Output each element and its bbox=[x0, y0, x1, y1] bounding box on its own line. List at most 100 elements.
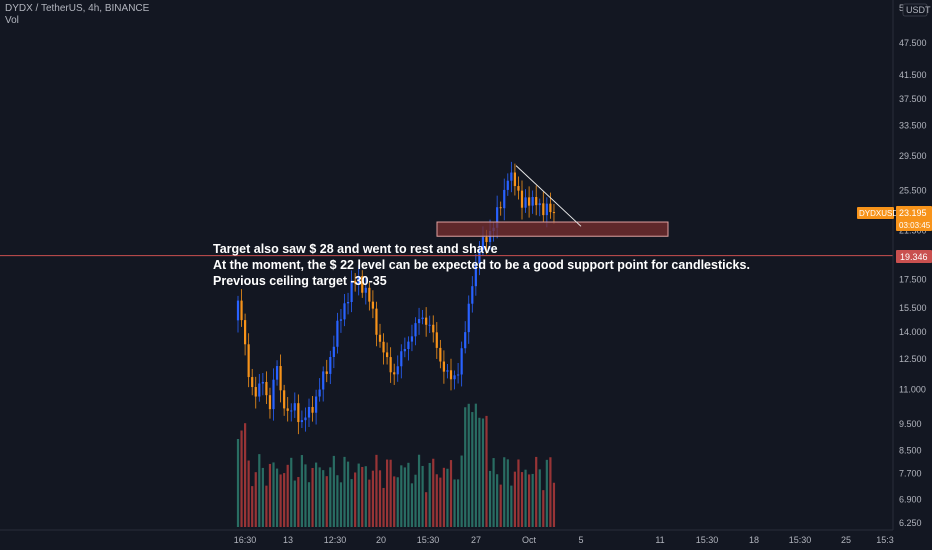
candle-body bbox=[435, 332, 438, 348]
volume-bar bbox=[414, 474, 417, 527]
candle-body bbox=[279, 366, 282, 391]
annotation-line-1: Target also saw $ 28 and went to rest an… bbox=[213, 242, 498, 256]
time-tick-label: 11 bbox=[655, 535, 664, 545]
volume-bar bbox=[407, 462, 410, 527]
candle-body bbox=[236, 300, 240, 321]
price-scale-top: 5 bbox=[899, 3, 904, 13]
time-tick-label: 15:3 bbox=[876, 535, 894, 545]
candle-body bbox=[378, 334, 382, 342]
annotation-line-2: At the moment, the $ 22 level can be exp… bbox=[213, 258, 750, 272]
last-price-text: 23.195 bbox=[899, 208, 927, 218]
candle-body bbox=[400, 351, 403, 367]
volume-bar bbox=[371, 470, 374, 527]
candle-body bbox=[496, 207, 499, 228]
candle-body bbox=[275, 366, 279, 380]
volume-bar bbox=[311, 467, 314, 527]
volume-bar bbox=[251, 486, 254, 527]
countdown-text: 03:03:45 bbox=[899, 221, 931, 230]
volume-bars bbox=[236, 403, 556, 527]
time-tick-label: 15:30 bbox=[789, 535, 812, 545]
volume-bar bbox=[244, 423, 247, 527]
volume-bar bbox=[343, 456, 346, 527]
volume-bar bbox=[297, 477, 300, 527]
candle-body bbox=[371, 301, 374, 309]
volume-bar bbox=[520, 472, 524, 527]
price-tick-label: 12.500 bbox=[899, 354, 927, 364]
volume-bar bbox=[513, 471, 516, 527]
volume-bar bbox=[531, 473, 534, 527]
volume-bar bbox=[254, 472, 257, 527]
volume-bar bbox=[300, 455, 303, 527]
time-axis[interactable]: 16:30 13 12:30 20 15:30 27 Oct 5 11 15:30 18 15:30 2… bbox=[0, 529, 894, 545]
candle-body bbox=[268, 395, 272, 410]
volume-bar bbox=[410, 483, 414, 527]
volume-bar bbox=[492, 458, 495, 527]
volume-bar bbox=[389, 459, 392, 527]
time-tick-label: 15:30 bbox=[417, 535, 440, 545]
volume-bar bbox=[332, 455, 335, 527]
volume-bar bbox=[236, 439, 240, 527]
candle-body bbox=[538, 203, 541, 206]
volume-bar bbox=[400, 465, 403, 527]
candle-body bbox=[272, 379, 275, 410]
descending-trendline[interactable] bbox=[515, 165, 582, 227]
candle-body bbox=[339, 319, 343, 321]
time-tick-label: 16:30 bbox=[234, 535, 257, 545]
candle-body bbox=[520, 190, 524, 208]
volume-bar bbox=[542, 490, 545, 527]
candle-body bbox=[481, 237, 485, 250]
candle-body bbox=[453, 375, 456, 380]
annotation-text[interactable]: Target also saw $ 28 and went to rest an… bbox=[213, 242, 750, 288]
volume-bar bbox=[449, 460, 453, 527]
volume-bar bbox=[457, 479, 460, 527]
support-zone-rect[interactable] bbox=[436, 221, 669, 237]
time-tick-labels: 16:30 13 12:30 20 15:30 27 Oct 5 11 15:30 18 15:30 2… bbox=[234, 535, 894, 545]
candle-body bbox=[446, 370, 449, 372]
volume-bar bbox=[329, 467, 332, 527]
volume-bar bbox=[386, 459, 389, 527]
candle-body bbox=[464, 332, 467, 349]
volume-bar bbox=[517, 459, 520, 527]
candle-body bbox=[343, 303, 346, 320]
candle-body bbox=[361, 276, 364, 293]
candle-body bbox=[386, 352, 389, 358]
volume-bar bbox=[496, 474, 499, 527]
volume-bar bbox=[528, 474, 531, 527]
volume-bar bbox=[499, 484, 502, 527]
candle-body bbox=[506, 180, 509, 190]
volume-indicator-label: Vol bbox=[5, 15, 19, 26]
volume-bar bbox=[425, 492, 428, 527]
candle-body bbox=[467, 303, 470, 333]
currency-box[interactable] bbox=[902, 3, 928, 17]
volume-bar bbox=[510, 485, 513, 527]
candle-body bbox=[325, 371, 328, 374]
candle-body bbox=[414, 323, 417, 337]
price-tick-label: 6.900 bbox=[899, 495, 922, 505]
candle-body bbox=[293, 403, 296, 411]
volume-bar bbox=[375, 454, 378, 527]
candle-body bbox=[240, 300, 243, 321]
volume-bar bbox=[286, 464, 289, 527]
annotation-line-3: Previous ceiling target -30-35 bbox=[213, 274, 387, 288]
volume-bar bbox=[549, 457, 552, 527]
candle-body bbox=[485, 237, 488, 243]
candle-body bbox=[478, 249, 481, 264]
volume-bar bbox=[393, 476, 396, 527]
price-tick-label: 6.250 bbox=[899, 518, 922, 528]
volume-bar bbox=[382, 487, 385, 527]
candle-body bbox=[368, 287, 371, 302]
volume-bar bbox=[304, 464, 307, 527]
volume-bar bbox=[432, 458, 435, 527]
price-tick-label: 47.500 bbox=[899, 38, 927, 48]
candle-body bbox=[457, 374, 460, 376]
volume-bar bbox=[261, 467, 264, 527]
candle-body bbox=[510, 172, 513, 181]
price-axis[interactable]: 5 USDT 47.500 41.500 37.500 33.500 29.500 25.… bbox=[857, 0, 932, 530]
volume-bar bbox=[524, 469, 527, 527]
volume-bar bbox=[453, 479, 456, 527]
candle-body bbox=[503, 189, 506, 209]
candle-body bbox=[407, 341, 410, 350]
level-price-badge bbox=[896, 250, 932, 263]
volume-bar bbox=[378, 470, 382, 527]
